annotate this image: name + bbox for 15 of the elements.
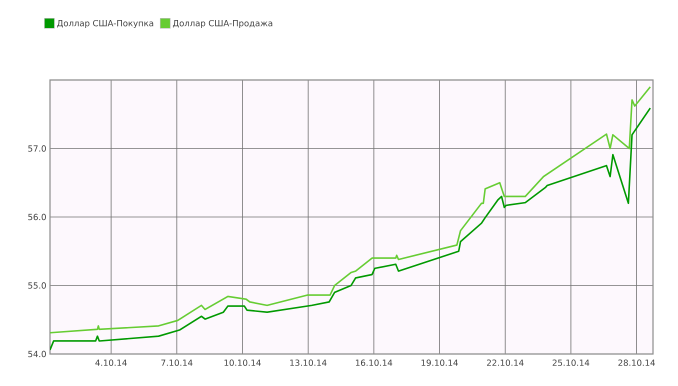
x-tick-label: 7.10.14 xyxy=(161,360,192,366)
x-tick-label: 4.10.14 xyxy=(95,360,127,366)
x-tick-label: 10.10.14 xyxy=(224,360,261,366)
y-tick-label: 55.0 xyxy=(28,282,46,289)
x-tick-label: 25.10.14 xyxy=(552,360,590,366)
x-tick-label: 13.10.14 xyxy=(290,360,327,366)
x-tick-label: 22.10.14 xyxy=(486,360,524,366)
x-tick-label: 28.10.14 xyxy=(618,360,655,366)
legend-label: Доллар США-Продажа xyxy=(172,20,272,28)
legend-label: Доллар США-Покупка xyxy=(57,20,154,28)
y-tick-label: 57.0 xyxy=(28,145,46,152)
x-tick-label: 16.10.14 xyxy=(356,360,392,366)
x-tick-label: 19.10.14 xyxy=(422,360,458,366)
y-tick-label: 54.0 xyxy=(28,350,46,358)
y-tick-label: 56.0 xyxy=(28,214,46,220)
